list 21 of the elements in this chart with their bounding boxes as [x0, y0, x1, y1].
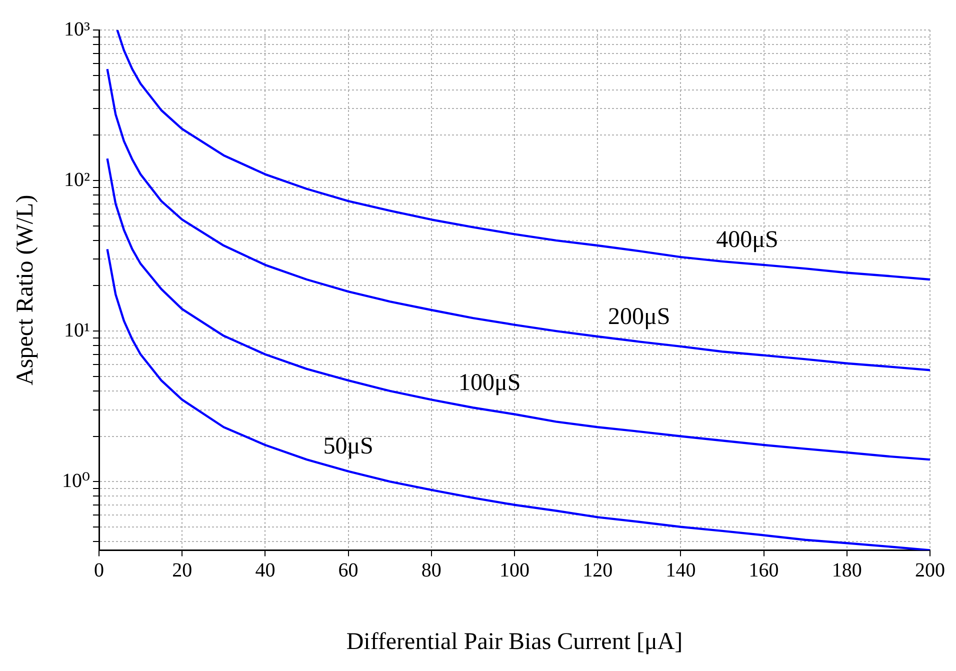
y-tick-label: 10³: [64, 18, 90, 40]
series-label: 50μS: [323, 434, 374, 460]
series-label: 200μS: [608, 304, 670, 330]
x-axis-title: Differential Pair Bias Current [μA]: [346, 628, 683, 655]
x-tick-label: 100: [500, 559, 530, 582]
x-tick-label: 140: [666, 559, 696, 582]
y-tick-label: 10¹: [64, 319, 90, 342]
x-tick-label: 80: [421, 559, 442, 582]
y-tick-label: 10⁰: [62, 470, 90, 492]
x-tick-label: 0: [94, 559, 104, 582]
x-tick-label: 160: [748, 559, 779, 582]
x-tick-label: 40: [255, 559, 276, 582]
y-tick-label: 10²: [64, 168, 90, 191]
series-label: 400μS: [716, 227, 778, 254]
x-tick-label: 20: [172, 559, 192, 582]
x-tick-label: 60: [338, 559, 358, 582]
series-label: 100μS: [458, 370, 521, 396]
y-axis-title: Aspect Ratio (W/L): [12, 194, 39, 386]
x-tick-label: 200: [915, 559, 945, 582]
x-tick-label: 180: [832, 559, 862, 582]
x-tick-label: 120: [582, 559, 613, 582]
